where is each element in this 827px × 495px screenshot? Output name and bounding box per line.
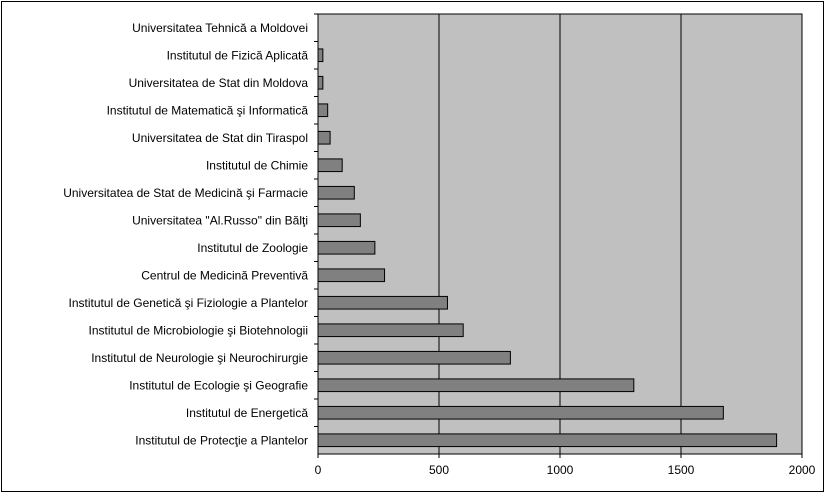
- category-label: Universitatea "Al.Russo" din Bălţi: [132, 213, 308, 227]
- category-label: Universitatea de Stat din Tiraspol: [132, 131, 308, 145]
- bar: [317, 103, 329, 118]
- bar: [317, 213, 361, 228]
- bar: [317, 268, 386, 283]
- bar: [317, 75, 324, 90]
- x-tick-label: 0: [315, 463, 322, 477]
- category-label: Institutul de Protecţie a Plantelor: [135, 433, 308, 447]
- bar: [317, 378, 635, 393]
- bar: [317, 405, 724, 420]
- x-tick-label: 1000: [547, 463, 574, 477]
- category-label: Universitatea de Stat de Medicină şi Far…: [63, 186, 308, 200]
- category-label: Universitatea de Stat din Moldova: [129, 76, 309, 90]
- x-tick-label: 2000: [789, 463, 816, 477]
- category-label: Institutul de Genetică şi Fiziologie a P…: [69, 296, 308, 310]
- bar: [317, 433, 778, 448]
- bar: [317, 323, 464, 338]
- category-label: Institutul de Chimie: [206, 158, 308, 172]
- bar: [317, 350, 511, 365]
- category-label: Institutul de Zoologie: [197, 241, 308, 255]
- x-tick-label: 500: [429, 463, 449, 477]
- x-tick-label: 1500: [668, 463, 695, 477]
- bar: [317, 185, 355, 200]
- bar: [317, 295, 448, 310]
- category-label: Universitatea Tehnică a Moldovei: [132, 21, 308, 35]
- category-label: Institutul de Fizică Aplicată: [167, 48, 309, 62]
- category-label: Institutul de Energetică: [186, 406, 308, 420]
- bar: [317, 158, 343, 173]
- category-label: Institutul de Matematică şi Informatică: [107, 103, 309, 117]
- bar: [317, 130, 331, 145]
- category-label: Institutul de Ecologie şi Geografie: [129, 378, 308, 392]
- category-label: Institutul de Neurologie şi Neurochirurg…: [91, 351, 308, 365]
- category-label: Institutul de Microbiologie şi Biotehnol…: [89, 323, 308, 337]
- bar: [317, 48, 324, 63]
- category-label: Centrul de Medicină Preventivă: [141, 268, 308, 282]
- bar: [317, 240, 376, 255]
